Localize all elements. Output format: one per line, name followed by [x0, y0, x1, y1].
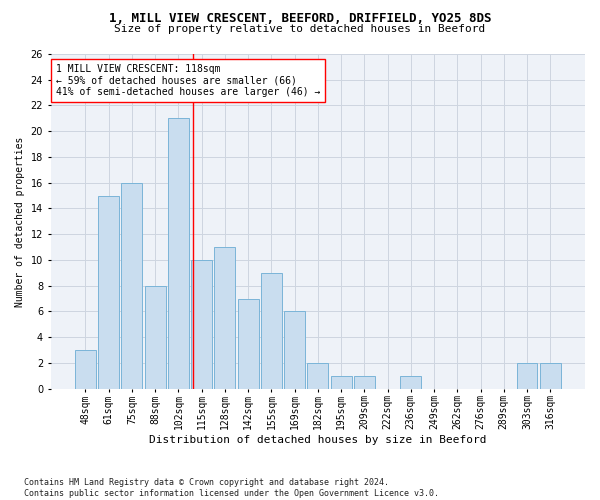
- Y-axis label: Number of detached properties: Number of detached properties: [15, 136, 25, 306]
- Text: 1 MILL VIEW CRESCENT: 118sqm
← 59% of detached houses are smaller (66)
41% of se: 1 MILL VIEW CRESCENT: 118sqm ← 59% of de…: [56, 64, 320, 97]
- Text: 1, MILL VIEW CRESCENT, BEEFORD, DRIFFIELD, YO25 8DS: 1, MILL VIEW CRESCENT, BEEFORD, DRIFFIEL…: [109, 12, 491, 26]
- Bar: [75, 350, 96, 389]
- Bar: [98, 196, 119, 388]
- Bar: [191, 260, 212, 388]
- Bar: [168, 118, 189, 388]
- Bar: [284, 312, 305, 388]
- Bar: [400, 376, 421, 388]
- Bar: [331, 376, 352, 388]
- Bar: [307, 363, 328, 388]
- Bar: [121, 182, 142, 388]
- Bar: [214, 247, 235, 388]
- Text: Contains HM Land Registry data © Crown copyright and database right 2024.
Contai: Contains HM Land Registry data © Crown c…: [24, 478, 439, 498]
- X-axis label: Distribution of detached houses by size in Beeford: Distribution of detached houses by size …: [149, 435, 487, 445]
- Bar: [261, 273, 282, 388]
- Bar: [517, 363, 538, 388]
- Bar: [540, 363, 561, 388]
- Bar: [145, 286, 166, 389]
- Bar: [354, 376, 375, 388]
- Text: Size of property relative to detached houses in Beeford: Size of property relative to detached ho…: [115, 24, 485, 34]
- Bar: [238, 298, 259, 388]
